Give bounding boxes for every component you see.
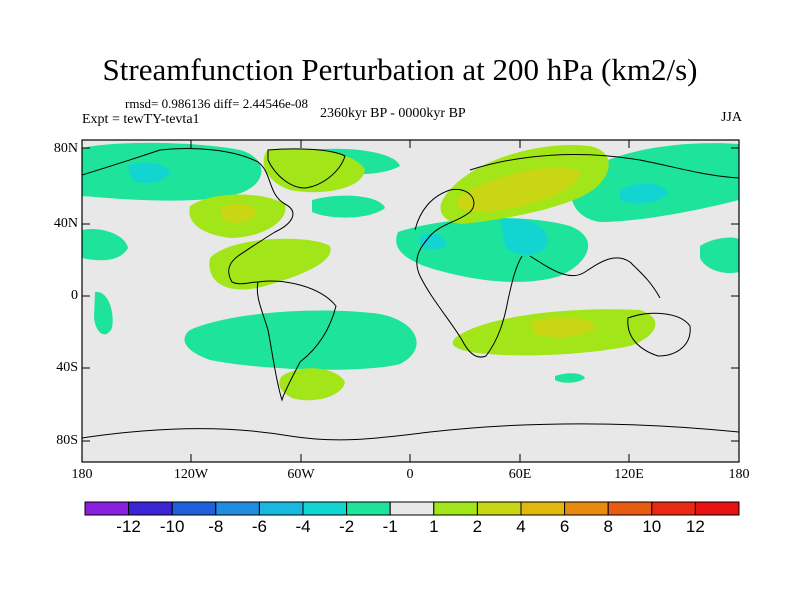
colorbar-label: -12 [116,517,141,536]
lon-label-120e: 120E [614,467,644,482]
europe-africa-coast [414,188,523,358]
colorbar-swatch [694,501,740,516]
colorbar-swatch [215,501,260,516]
colorbar-swatch [84,501,130,516]
lat-label-0: 0 [71,288,78,303]
colorbar-swatch [171,501,217,516]
neg-region [82,142,262,201]
neg-region [571,143,739,222]
asia-coast [469,154,739,299]
pos-region [209,238,331,290]
south-america-coast [256,280,337,402]
pos-core [458,167,580,212]
colorbar-label: -1 [382,517,398,536]
colorbar-swatch [128,501,173,516]
pos-core [530,317,596,338]
colorbar-swatch [651,501,696,516]
colorbar [84,501,740,516]
season-label: JJA [720,110,742,125]
neg-core [420,233,447,250]
lon-label-60w: 60W [287,467,315,482]
neg-core [620,183,668,204]
colorbar-swatch [346,501,391,516]
north-america-coast [82,148,294,285]
pos-region [279,368,345,401]
colorbar-swatch [258,501,304,516]
stats-text: rmsd= 0.986136 diff= 2.44546e-08 [125,96,309,111]
colorbar-label: 2 [472,517,483,536]
pos-region [263,148,365,193]
lat-label-40s: 40S [56,360,78,375]
colorbar-swatch [564,501,609,516]
colorbar-label: 8 [603,517,613,536]
neg-core [500,218,549,255]
lon-label-180e: 180 [728,467,750,482]
map-title: Streamfunction Perturbation at 200 hPa (… [102,52,698,87]
lat-label-40n: 40N [53,216,78,231]
pos-core [222,203,256,223]
neg-region [184,310,417,370]
colorbar-label: -2 [339,517,355,536]
colorbar-label: 1 [429,517,439,536]
antarctica-coast [82,423,739,441]
colorbar-swatch [520,501,566,516]
lon-label-180w: 180 [71,467,93,482]
neg-region [700,237,739,274]
colorbar-label: 10 [642,517,662,536]
colorbar-label: -6 [251,517,267,536]
coastlines [82,148,739,441]
australia-coast [627,312,691,357]
neg-region [312,195,385,218]
colorbar-label: -10 [159,517,185,536]
colorbar-label: 4 [516,517,526,536]
greenland-coast [267,148,346,189]
lon-label-0: 0 [406,467,414,482]
period-label: 2360kyr BP - 0000kyr BP [320,106,466,121]
lat-label-80s: 80S [56,433,78,448]
colorbar-swatch [302,501,348,516]
neg-region [82,228,128,261]
lat-label-80n: 80N [53,141,78,156]
colorbar-swatch [389,501,435,516]
neg-region [555,373,585,383]
axis-ticks [82,140,739,462]
neg-core [128,162,170,183]
experiment-label: Expt = tewTY-tevta1 [82,112,200,127]
colorbar-swatch [476,501,522,516]
colorbar-swatch [433,501,478,516]
colorbar-swatch [607,501,653,516]
colorbar-label: -4 [295,517,311,536]
colorbar-label: 6 [559,517,570,536]
colorbar-label: 12 [685,517,705,536]
colorbar-label: -8 [208,517,224,536]
lon-label-60e: 60E [508,467,532,482]
lon-label-120w: 120W [173,467,209,482]
neg-region [94,291,113,335]
